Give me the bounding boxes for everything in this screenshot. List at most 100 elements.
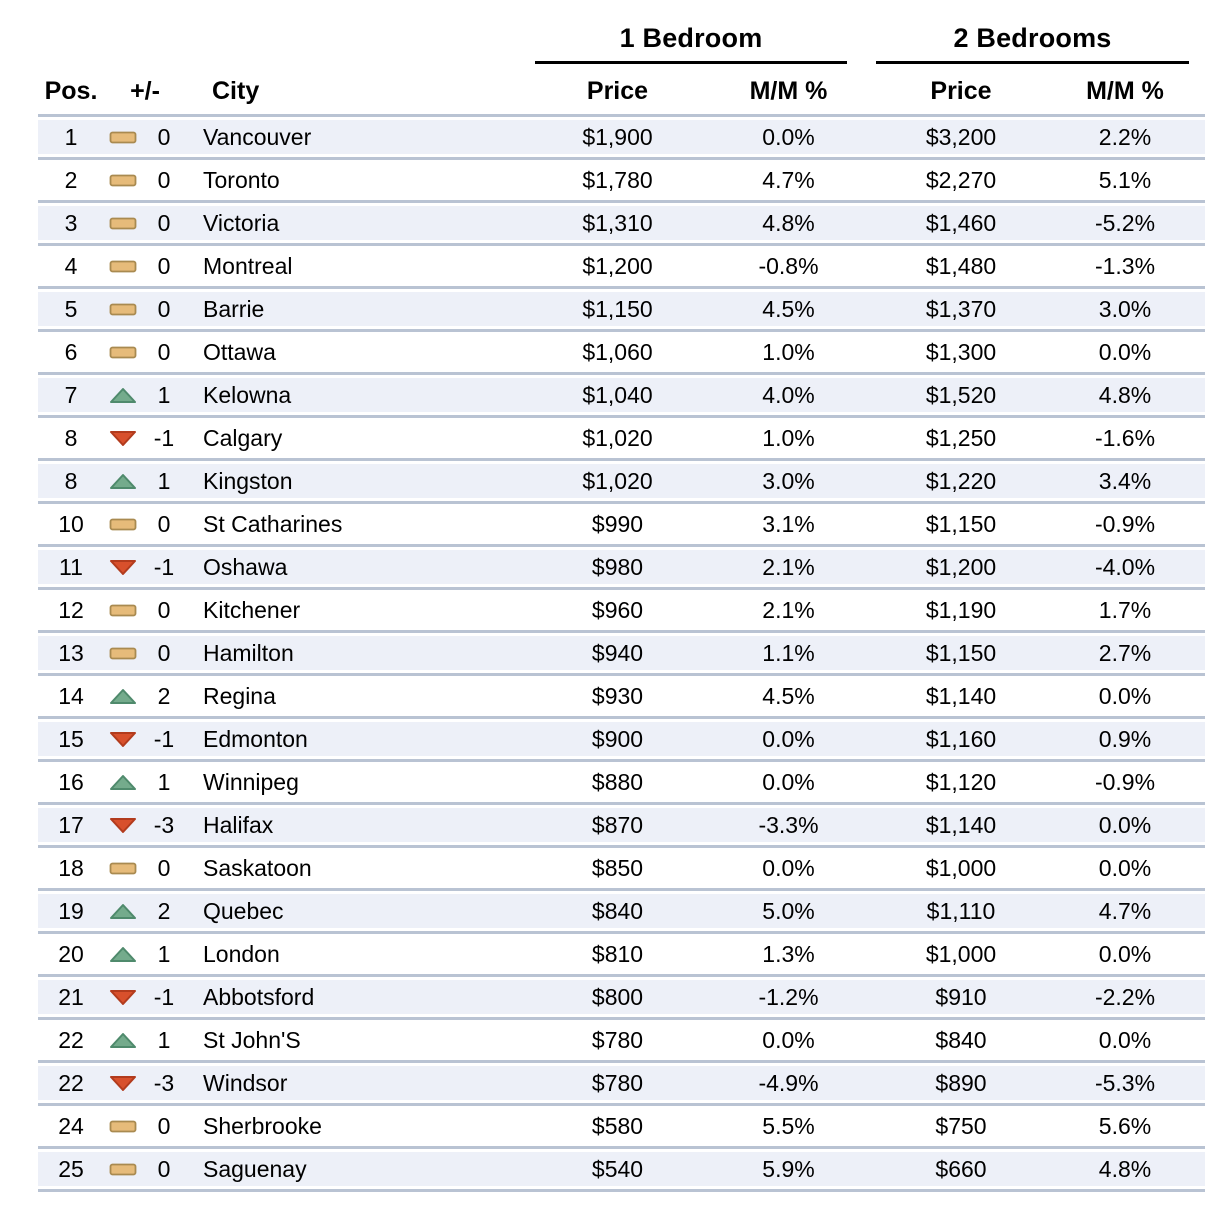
city-cell: Winnipeg <box>203 768 299 795</box>
bedroom2-mm-cell: -0.9% <box>1094 510 1156 537</box>
down-triangle-icon <box>110 559 136 575</box>
bedroom1-mm-cell: 4.7% <box>762 166 815 193</box>
table-row: 20 1 London $810 1.3% $1,000 0.0% <box>38 937 1205 971</box>
position-cell: 17 <box>58 811 84 838</box>
bedroom1-price-cell: $880 <box>591 768 644 795</box>
row-separator <box>38 157 1205 160</box>
bedroom1-price-cell: $780 <box>591 1026 644 1053</box>
bedroom1-mm-cell: -1.2% <box>758 983 819 1010</box>
city-cell: Kelowna <box>203 381 292 408</box>
change-cell: 0 <box>157 639 171 666</box>
city-cell: Toronto <box>203 166 280 193</box>
trend-icon-cell <box>104 1032 142 1049</box>
change-cell: 0 <box>157 166 171 193</box>
bedroom2-mm-cell: -5.3% <box>1094 1069 1156 1096</box>
no-change-dash-icon <box>109 217 137 229</box>
bedroom1-mm-cell: -0.8% <box>758 252 819 279</box>
no-change-dash-icon <box>109 174 137 186</box>
bedroom2-price-cell: $660 <box>935 1155 987 1182</box>
change-cell: 0 <box>157 596 171 623</box>
trend-icon-cell <box>104 131 142 144</box>
column-header-1br-mm: M/M % <box>749 77 828 105</box>
trend-icon-cell <box>104 817 142 834</box>
bedroom1-price-cell: $780 <box>591 1069 644 1096</box>
bedroom1-price-cell: $930 <box>591 682 644 709</box>
bedroom1-price-cell: $900 <box>591 725 644 752</box>
row-separator <box>38 286 1205 289</box>
trend-icon-cell <box>104 174 142 187</box>
up-triangle-icon <box>110 387 136 403</box>
city-cell: Vancouver <box>203 123 312 150</box>
group-header-1-bedroom-label: 1 Bedroom <box>619 23 763 53</box>
bedroom2-price-cell: $1,220 <box>925 467 997 494</box>
position-cell: 11 <box>59 553 83 580</box>
row-separator <box>38 673 1205 676</box>
trend-icon-cell <box>104 260 142 273</box>
no-change-dash-icon <box>109 1163 137 1175</box>
bedroom1-mm-cell: 0.0% <box>762 768 815 795</box>
city-cell: Barrie <box>203 295 265 322</box>
row-separator <box>38 1146 1205 1149</box>
trend-icon-cell <box>104 1120 142 1133</box>
trend-icon-cell <box>104 217 142 230</box>
position-cell: 3 <box>64 209 78 236</box>
table-row: 6 0 Ottawa $1,060 1.0% $1,300 0.0% <box>38 335 1205 369</box>
bedroom2-mm-cell: 5.1% <box>1098 166 1152 193</box>
trend-icon-cell <box>104 862 142 875</box>
row-separator <box>38 845 1205 848</box>
position-cell: 8 <box>64 467 78 494</box>
bedroom1-price-cell: $1,060 <box>582 338 653 365</box>
bedroom2-mm-cell: 4.8% <box>1098 381 1152 408</box>
down-triangle-icon <box>110 1075 136 1091</box>
city-cell: Ottawa <box>203 338 276 365</box>
bedroom2-price-cell: $1,150 <box>925 510 997 537</box>
bedroom2-price-cell: $3,200 <box>925 123 997 150</box>
down-triangle-icon <box>110 430 136 446</box>
bedroom1-mm-cell: 0.0% <box>762 725 815 752</box>
table-row: 2 0 Toronto $1,780 4.7% $2,270 5.1% <box>38 163 1205 197</box>
up-triangle-icon <box>110 946 136 962</box>
bedroom1-mm-cell: -3.3% <box>758 811 819 838</box>
bedroom2-mm-cell: 0.0% <box>1098 854 1152 881</box>
down-triangle-icon <box>110 817 136 833</box>
bedroom1-price-cell: $1,900 <box>582 123 653 150</box>
column-header-2br-mm: M/M % <box>1086 77 1164 105</box>
position-cell: 10 <box>58 510 84 537</box>
city-cell: Kingston <box>203 467 293 494</box>
no-change-dash-icon <box>109 131 137 143</box>
position-cell: 14 <box>58 682 84 709</box>
city-cell: Montreal <box>203 252 293 279</box>
city-cell: Abbotsford <box>203 983 315 1010</box>
column-header-pos: Pos. <box>44 77 98 105</box>
change-cell: -1 <box>153 725 175 752</box>
column-header-1br-price: Price <box>586 77 649 105</box>
bedroom2-mm-cell: -1.3% <box>1094 252 1156 279</box>
bedroom2-price-cell: $1,150 <box>925 639 997 666</box>
row-separator <box>38 802 1205 805</box>
table-row: 10 0 St Catharines $990 3.1% $1,150 -0.9… <box>38 507 1205 541</box>
table-row: 18 0 Saskatoon $850 0.0% $1,000 0.0% <box>38 851 1205 885</box>
bedroom1-price-cell: $980 <box>591 553 644 580</box>
table-row: 11 -1 Oshawa $980 2.1% $1,200 -4.0% <box>38 550 1205 584</box>
bedroom2-mm-cell: -2.2% <box>1094 983 1156 1010</box>
change-cell: -1 <box>153 424 175 451</box>
row-separator <box>38 630 1205 633</box>
bedroom1-price-cell: $1,780 <box>582 166 653 193</box>
bedroom1-price-cell: $580 <box>591 1112 644 1139</box>
row-separator <box>38 931 1205 934</box>
bedroom2-price-cell: $1,140 <box>925 682 997 709</box>
bedroom1-mm-cell: 5.0% <box>762 897 815 924</box>
change-cell: 1 <box>157 1026 171 1053</box>
row-separator <box>38 759 1205 762</box>
city-cell: Saskatoon <box>203 854 312 881</box>
bedroom2-price-cell: $1,250 <box>925 424 997 451</box>
change-cell: -1 <box>153 983 175 1010</box>
bedroom2-price-cell: $890 <box>935 1069 987 1096</box>
city-cell: Sherbrooke <box>203 1112 322 1139</box>
bedroom1-mm-cell: 3.1% <box>762 510 815 537</box>
bedroom1-mm-cell: 2.1% <box>762 596 815 623</box>
table-row: 5 0 Barrie $1,150 4.5% $1,370 3.0% <box>38 292 1205 326</box>
city-cell: St John'S <box>203 1026 301 1053</box>
bedroom1-price-cell: $1,310 <box>582 209 653 236</box>
bedroom2-price-cell: $1,140 <box>925 811 997 838</box>
